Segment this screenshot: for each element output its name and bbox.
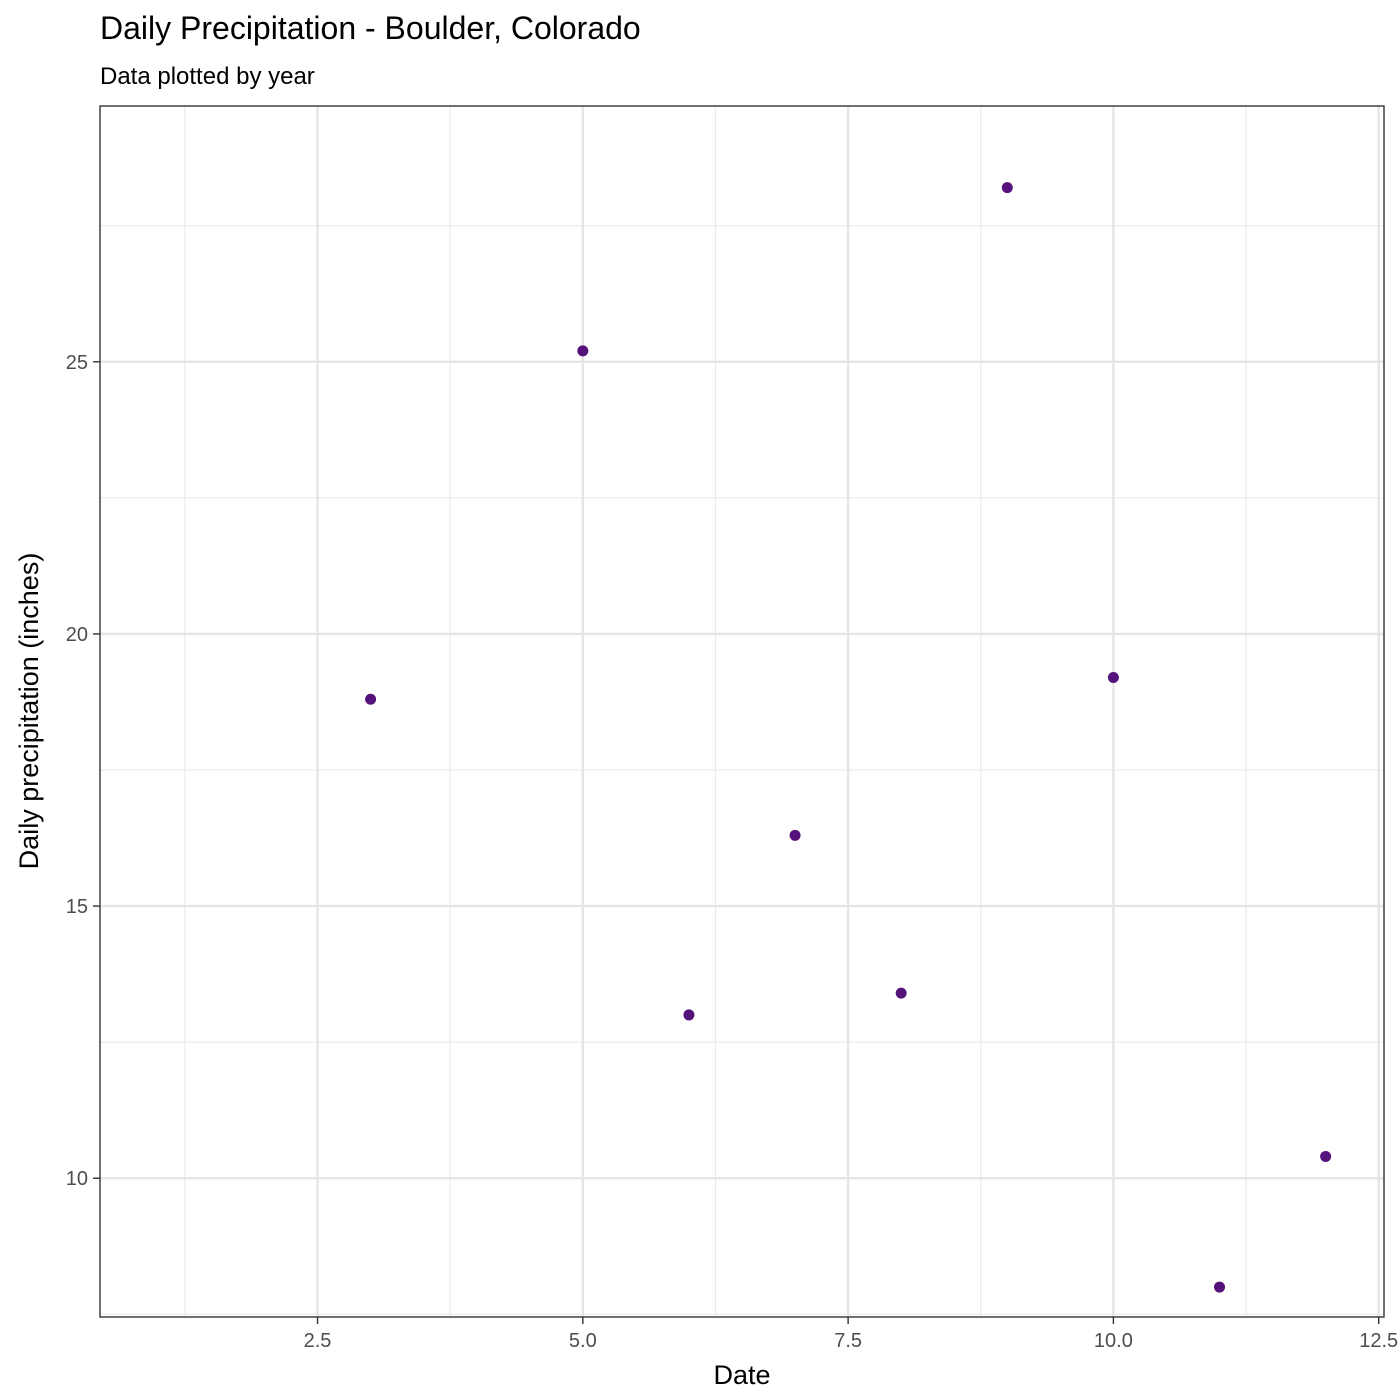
x-axis-title: Date	[713, 1360, 770, 1390]
x-tick-label: 2.5	[304, 1330, 332, 1352]
y-tick-label: 15	[66, 896, 88, 918]
data-point	[895, 987, 907, 999]
x-tick-label: 5.0	[569, 1330, 597, 1352]
data-point	[1320, 1150, 1332, 1162]
y-tick-label: 20	[66, 624, 88, 646]
plot-panel-border	[99, 105, 1385, 1318]
data-point	[1107, 671, 1119, 683]
minor-gridlines	[100, 106, 1384, 1317]
x-tick-label: 12.5	[1359, 1330, 1398, 1352]
major-gridlines	[100, 106, 1384, 1317]
y-tick-label: 10	[66, 1168, 88, 1190]
chart-title: Daily Precipitation - Boulder, Colorado	[100, 10, 641, 46]
plot-panel-background	[100, 106, 1384, 1317]
data-point	[1001, 182, 1013, 194]
x-tick-label: 7.5	[834, 1330, 862, 1352]
chart-subtitle: Data plotted by year	[100, 63, 315, 90]
y-axis-ticks: 10 15 20 25	[66, 352, 100, 1190]
data-point	[789, 829, 801, 841]
data-points	[365, 182, 1332, 1293]
data-point	[1214, 1281, 1226, 1293]
y-axis-title: Daily precipitation (inches)	[14, 553, 44, 870]
data-point	[577, 345, 589, 357]
x-tick-label: 10.0	[1094, 1330, 1133, 1352]
y-tick-label: 25	[66, 352, 88, 374]
data-point	[683, 1009, 695, 1021]
x-axis-ticks: 2.5 5.0 7.5 10.0 12.5	[304, 1317, 1398, 1352]
data-point	[365, 693, 377, 705]
